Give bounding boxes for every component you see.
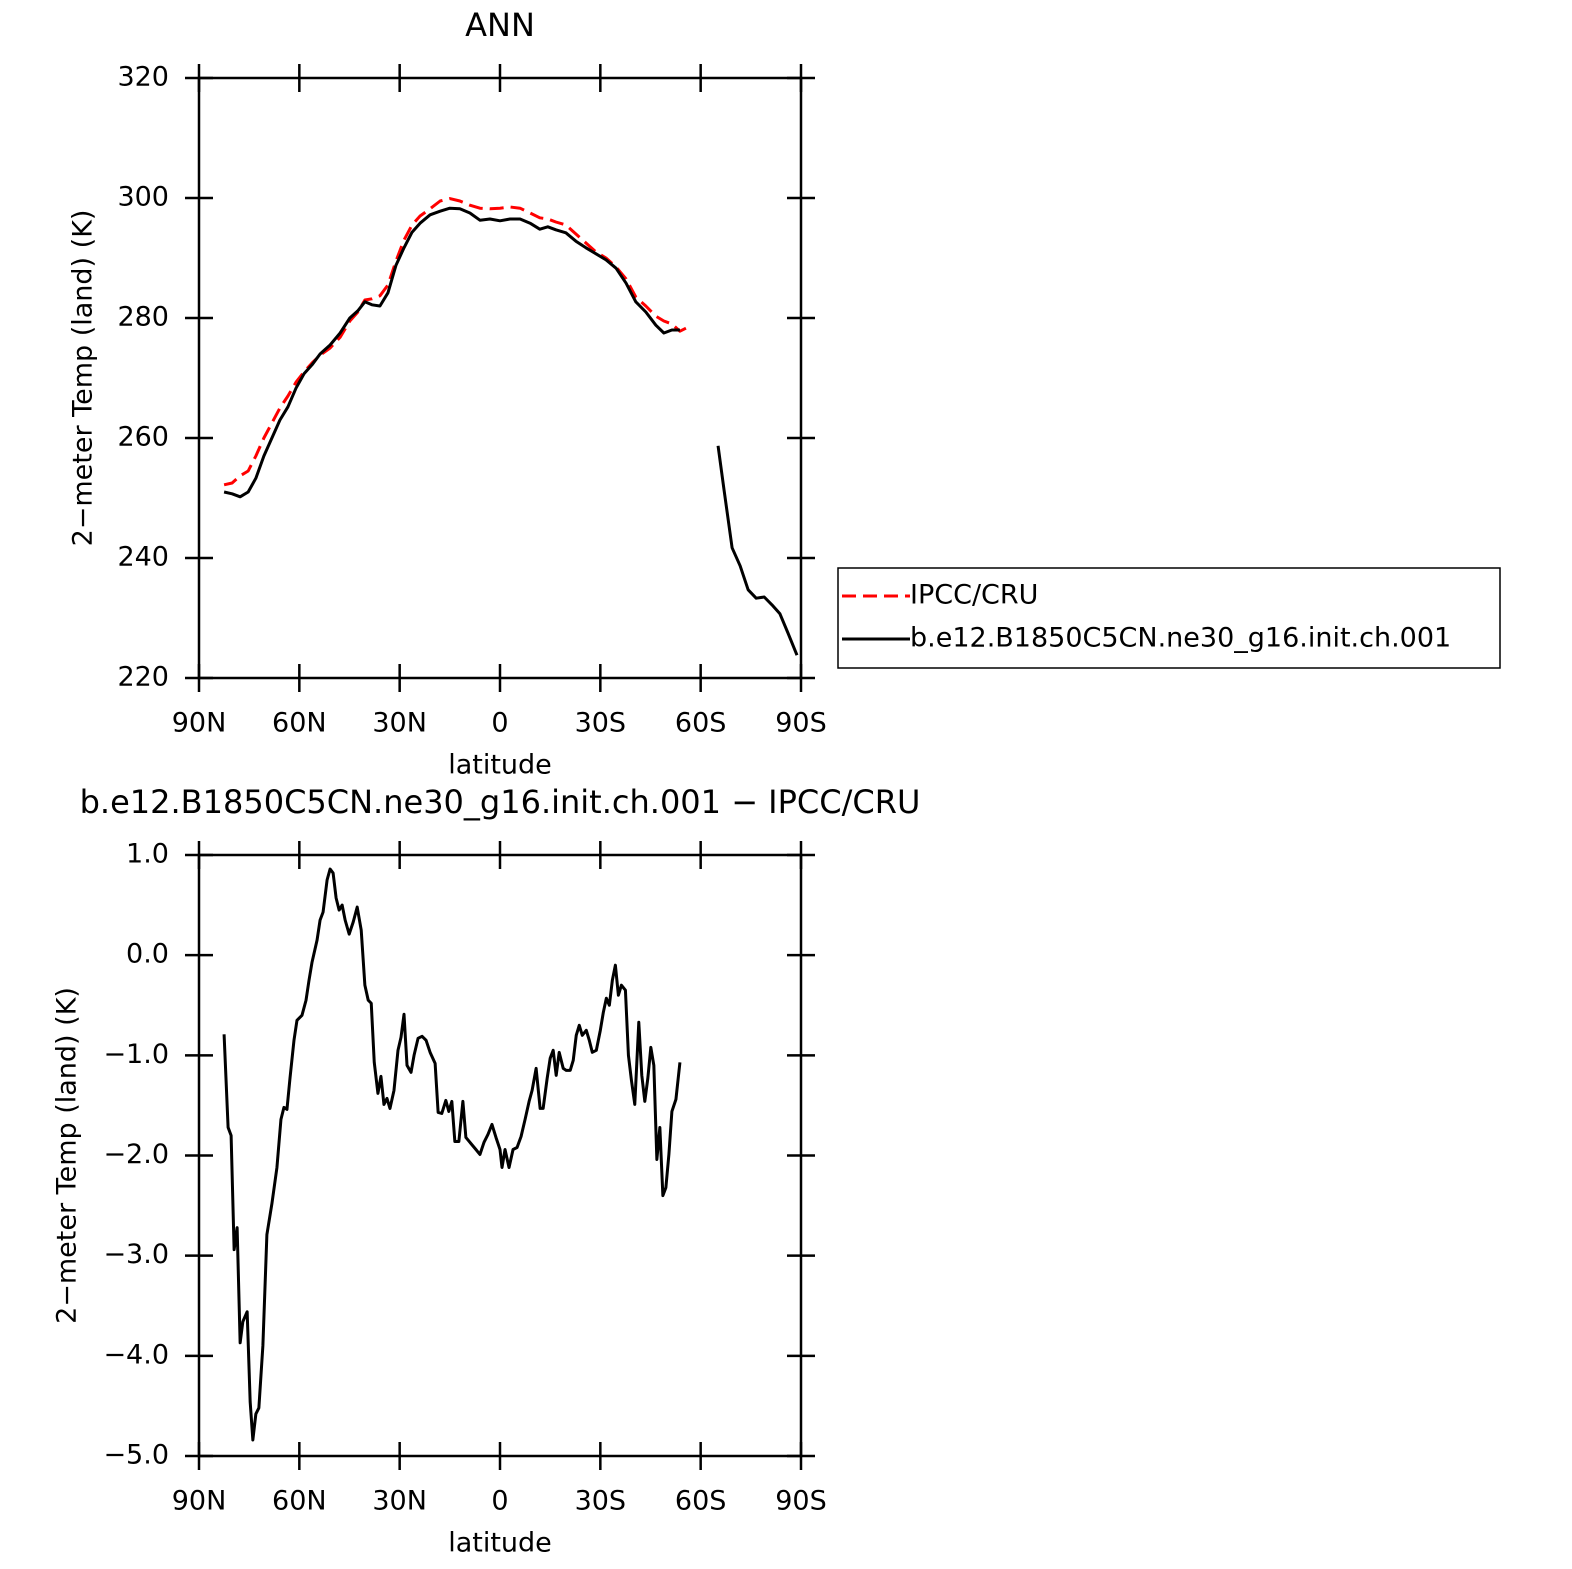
- data-line: [223, 206, 680, 499]
- data-line: [222, 867, 682, 1442]
- y-axis-label: 2−meter Temp (land) (K): [52, 987, 83, 1324]
- y-tick-label: 280: [117, 302, 169, 333]
- x-tick-label: 0: [491, 1486, 508, 1517]
- x-tick-label: 30N: [372, 1486, 427, 1517]
- chart-title: b.e12.B1850C5CN.ne30_g16.init.ch.001 − I…: [80, 783, 921, 821]
- y-tick-label: −4.0: [103, 1339, 169, 1370]
- y-tick-label: 240: [117, 542, 169, 573]
- x-tick-label: 0: [491, 708, 508, 739]
- legend-label: IPCC/CRU: [910, 580, 1038, 611]
- x-tick-label: 30S: [575, 1486, 627, 1517]
- y-tick-label: 260: [117, 422, 169, 453]
- x-tick-label: 90S: [775, 1486, 827, 1517]
- x-tick-label: 90N: [172, 708, 227, 739]
- y-tick-label: 0.0: [126, 939, 169, 970]
- x-tick-label: 60N: [272, 1486, 327, 1517]
- y-tick-label: 320: [117, 62, 169, 93]
- y-tick-label: 220: [117, 662, 169, 693]
- y-tick-label: 300: [117, 182, 169, 213]
- x-tick-label: 60S: [675, 1486, 727, 1517]
- x-axis-label: latitude: [448, 750, 552, 781]
- x-tick-label: 30S: [575, 708, 627, 739]
- y-tick-label: 1.0: [126, 839, 169, 870]
- x-tick-label: 60N: [272, 708, 327, 739]
- x-tick-label: 60S: [675, 708, 727, 739]
- data-line: [223, 197, 687, 487]
- y-tick-label: −3.0: [103, 1239, 169, 1270]
- y-tick-label: −1.0: [103, 1039, 169, 1070]
- y-axis-label: 2−meter Temp (land) (K): [68, 210, 99, 547]
- x-tick-label: 90N: [172, 1486, 227, 1517]
- legend-box: [837, 567, 1501, 669]
- legend-label: b.e12.B1850C5CN.ne30_g16.init.ch.001: [910, 623, 1451, 654]
- x-tick-label: 90S: [775, 708, 827, 739]
- y-tick-label: −5.0: [103, 1440, 169, 1471]
- plot-frame: [197, 76, 803, 680]
- y-tick-label: −2.0: [103, 1139, 169, 1170]
- chart-title: ANN: [465, 6, 535, 44]
- data-line: [716, 445, 799, 656]
- x-tick-label: 30N: [372, 708, 427, 739]
- x-axis-label: latitude: [448, 1528, 552, 1559]
